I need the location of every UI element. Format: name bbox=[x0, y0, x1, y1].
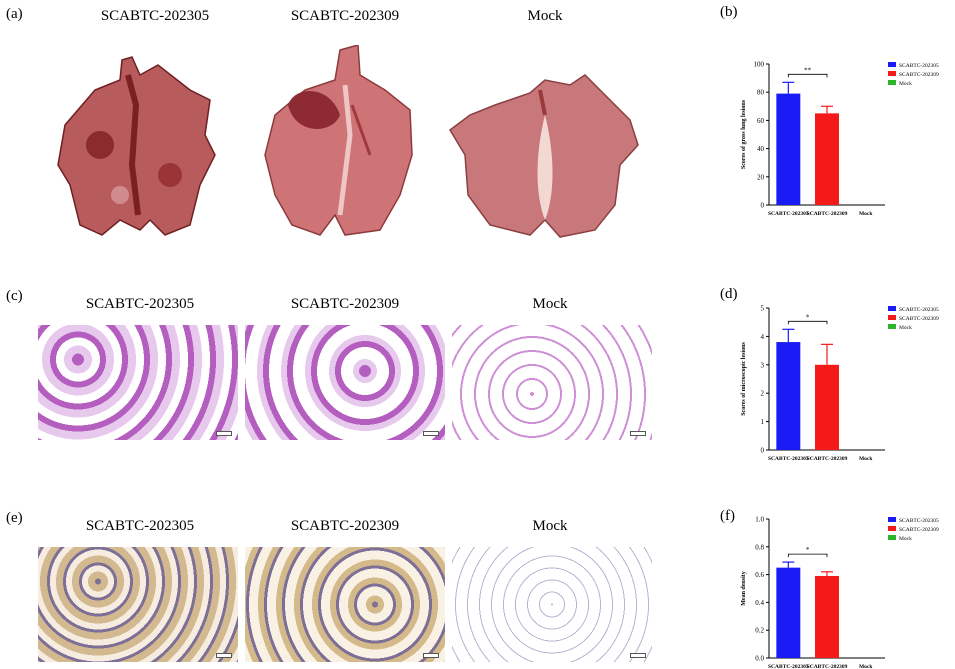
scale-bar bbox=[216, 431, 232, 436]
significance-bracket bbox=[787, 73, 828, 78]
x-tick-label: Mock bbox=[859, 456, 873, 462]
col-title-a-3: Mock bbox=[527, 8, 563, 24]
legend-label: SCABTC-202305 bbox=[899, 518, 939, 524]
legend-swatch bbox=[888, 517, 896, 522]
panel-label-a: (a) bbox=[6, 6, 23, 22]
he-micrograph-2 bbox=[245, 325, 445, 440]
x-tick-label: Mock bbox=[859, 211, 873, 217]
legend-swatch bbox=[888, 71, 896, 76]
y-tick-label: 60 bbox=[757, 117, 765, 125]
y-tick-label: 80 bbox=[757, 89, 765, 97]
legend-label: SCABTC-202305 bbox=[899, 307, 939, 313]
y-tick-label: 3 bbox=[761, 361, 765, 369]
y-tick-label: 5 bbox=[761, 305, 765, 313]
legend-swatch bbox=[888, 526, 896, 531]
y-tick-label: 0 bbox=[761, 447, 765, 455]
y-axis-label: Scores of microscopic lesions bbox=[741, 342, 747, 416]
legend-swatch bbox=[888, 62, 896, 67]
y-tick-label: 0.6 bbox=[755, 571, 764, 579]
col-title-e-3: Mock bbox=[532, 518, 568, 534]
significance-label: * bbox=[806, 313, 810, 321]
panel-label-d: (d) bbox=[720, 286, 738, 302]
legend-swatch bbox=[888, 535, 896, 540]
ihc-micrograph-2 bbox=[245, 547, 445, 662]
significance-bracket bbox=[787, 320, 828, 325]
ihc-micrograph-1 bbox=[38, 547, 238, 662]
y-axis-label: Mean density bbox=[741, 571, 747, 606]
y-axis-label: Scores of gross lung lesions bbox=[741, 99, 747, 169]
significance-label: * bbox=[806, 546, 810, 554]
x-tick-label: SCABTC-202309 bbox=[807, 456, 848, 462]
bar bbox=[776, 342, 801, 450]
lung-photo-3 bbox=[449, 74, 639, 238]
y-tick-label: 4 bbox=[761, 333, 765, 341]
col-title-c-2: SCABTC-202309 bbox=[290, 296, 400, 312]
chart-d: 0 1 2 3 4 5 Scores of microscopic lesions SCABT… bbox=[741, 305, 939, 463]
panel-label-f: (f) bbox=[720, 508, 735, 524]
y-tick-label: 0 bbox=[761, 202, 765, 210]
legend-label: Mock bbox=[899, 325, 912, 331]
y-tick-label: 0.4 bbox=[755, 599, 764, 607]
legend-label: Mock bbox=[899, 536, 912, 542]
legend-swatch bbox=[888, 315, 896, 320]
legend-swatch bbox=[888, 80, 896, 85]
legend-label: SCABTC-202309 bbox=[899, 72, 939, 78]
he-micrograph-3 bbox=[452, 325, 652, 440]
significance-label: ** bbox=[804, 66, 812, 74]
legend-swatch bbox=[888, 324, 896, 329]
legend-label: SCABTC-202309 bbox=[899, 527, 939, 533]
he-micrograph-1 bbox=[38, 325, 238, 440]
lung-photos bbox=[57, 45, 639, 238]
y-tick-label: 0.8 bbox=[755, 543, 764, 551]
y-tick-label: 100 bbox=[754, 61, 765, 69]
col-title-a-1: SCABTC-202305 bbox=[100, 8, 210, 24]
panel-label-c: (c) bbox=[6, 288, 23, 304]
x-tick-label: SCABTC-202305 bbox=[768, 456, 809, 462]
lung-photo-1 bbox=[57, 56, 216, 236]
y-tick-label: 1.0 bbox=[755, 516, 764, 524]
legend-label: Mock bbox=[899, 81, 912, 87]
x-tick-label: SCABTC-202305 bbox=[768, 211, 809, 217]
ihc-micrograph-3 bbox=[452, 547, 652, 662]
x-tick-label: Mock bbox=[859, 664, 873, 669]
x-tick-label: SCABTC-202305 bbox=[768, 664, 809, 669]
panel-label-b: (b) bbox=[720, 4, 738, 20]
y-tick-label: 2 bbox=[761, 390, 765, 398]
bar bbox=[815, 113, 839, 205]
col-title-c-3: Mock bbox=[532, 296, 568, 312]
chart-f: 0.0 0.2 0.4 0.6 0.8 1.0 Mean density SCABTC-202… bbox=[741, 516, 939, 669]
y-tick-label: 1 bbox=[761, 418, 765, 426]
chart-b: 0 20 40 60 80 100 Scores of gross lung lesions… bbox=[741, 61, 939, 218]
panel-label-e: (e) bbox=[6, 510, 23, 526]
col-title-e-1: SCABTC-202305 bbox=[85, 518, 195, 534]
scale-bar bbox=[630, 653, 646, 658]
col-title-c-1: SCABTC-202305 bbox=[85, 296, 195, 312]
scale-bar bbox=[423, 653, 439, 658]
bar bbox=[815, 364, 839, 450]
lung-photo-2 bbox=[264, 45, 413, 236]
legend-swatch bbox=[888, 306, 896, 311]
bar bbox=[776, 93, 801, 205]
scale-bar bbox=[423, 431, 439, 436]
scale-bar bbox=[216, 653, 232, 658]
y-tick-label: 0.2 bbox=[755, 627, 764, 635]
significance-bracket bbox=[787, 553, 828, 558]
x-tick-label: SCABTC-202309 bbox=[807, 664, 848, 669]
y-tick-label: 20 bbox=[757, 173, 765, 181]
x-tick-label: SCABTC-202309 bbox=[807, 211, 848, 217]
y-tick-label: 40 bbox=[757, 145, 765, 153]
legend-label: SCABTC-202305 bbox=[899, 63, 939, 69]
col-title-e-2: SCABTC-202309 bbox=[290, 518, 400, 534]
bar bbox=[776, 567, 801, 658]
y-tick-label: 0.0 bbox=[755, 655, 764, 663]
scale-bar bbox=[630, 431, 646, 436]
legend-label: SCABTC-202309 bbox=[899, 316, 939, 322]
col-title-a-2: SCABTC-202309 bbox=[290, 8, 400, 24]
bar bbox=[815, 575, 839, 658]
